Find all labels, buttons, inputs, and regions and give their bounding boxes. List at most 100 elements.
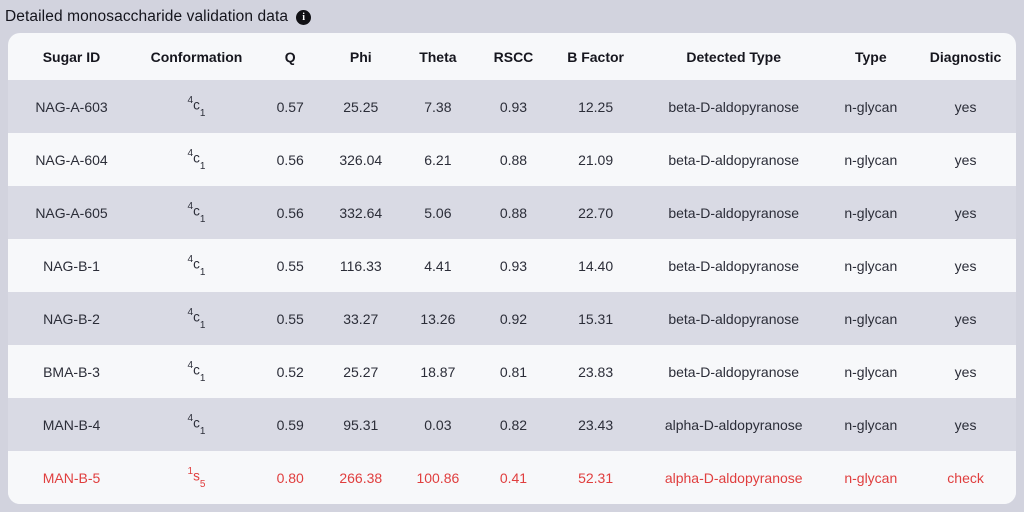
cell-theta: 6.21 [424,151,452,168]
cell-diagnostic: yes [954,363,977,380]
conformation-letter: s [193,468,200,484]
cell-conformation: 4c1 [135,80,258,133]
conformation-subscript: 5 [199,478,206,490]
cell-detected-type: beta-D-aldopyranose [668,363,800,380]
cell-q: 0.57 [276,98,304,115]
cell-diagnostic: check [947,469,984,486]
cell-phi: 116.33 [339,257,382,274]
cell-q: 0.55 [276,257,304,274]
cell-phi: 33.27 [343,310,379,327]
conformation-letter: c [193,362,200,378]
table-row: MAN-B-5 1s5 0.80 266.38 100.86 0.41 52.3… [8,451,1016,504]
table-row: NAG-A-604 4c1 0.56 326.04 6.21 0.88 21.0… [8,133,1016,186]
cell-theta: 4.41 [424,257,452,274]
col-header-detected-type: Detected Type [686,48,782,65]
conformation-letter: c [193,203,200,219]
cell-rscc: 0.41 [499,469,528,486]
col-header-conformation: Conformation [150,48,243,65]
table-row: NAG-B-1 4c1 0.55 116.33 4.41 0.93 14.40 … [8,239,1016,292]
cell-diagnostic: yes [954,416,977,433]
cell-rscc: 0.88 [499,204,528,221]
conformation-letter: c [193,97,200,113]
cell-conformation: 4c1 [135,292,258,345]
conformation-letter: c [193,256,200,272]
cell-b-factor: 15.31 [578,310,614,327]
cell-detected-type: beta-D-aldopyranose [668,257,800,274]
conformation-subscript: 1 [199,372,206,384]
cell-detected-type: beta-D-aldopyranose [668,98,800,115]
conformation-subscript: 1 [199,160,206,172]
conformation-superscript: 4 [187,95,194,107]
conformation-superscript: 4 [187,254,194,266]
col-header-theta: Theta [419,48,457,65]
cell-conformation: 4c1 [135,398,258,451]
page-header: Detailed monosaccharide validation data … [0,0,1024,33]
info-icon[interactable]: i [296,9,312,25]
cell-q: 0.56 [276,151,304,168]
cell-type: n-glycan [844,416,898,433]
conformation-superscript: 1 [187,466,194,478]
conformation-subscript: 1 [199,213,206,225]
cell-phi: 326.04 [339,151,383,168]
conformation-superscript: 4 [187,360,194,372]
cell-detected-type: alpha-D-aldopyranose [664,469,803,486]
col-header-phi: Phi [349,48,372,65]
conformation-superscript: 4 [187,307,194,319]
cell-rscc: 0.93 [499,98,528,115]
cell-detected-type: alpha-D-aldopyranose [664,416,803,433]
cell-conformation: 4c1 [135,345,258,398]
cell-q: 0.56 [276,204,304,221]
cell-diagnostic: yes [954,257,977,274]
cell-type: n-glycan [844,363,898,380]
cell-rscc: 0.82 [499,416,528,433]
cell-conformation: 1s5 [135,451,258,504]
cell-sugar-id: NAG-B-1 [43,257,100,274]
table-row: MAN-B-4 4c1 0.59 95.31 0.03 0.82 23.43 a… [8,398,1016,451]
cell-diagnostic: yes [954,310,977,327]
cell-type: n-glycan [844,310,898,327]
cell-b-factor: 23.43 [578,416,614,433]
cell-sugar-id: NAG-A-604 [35,151,108,168]
cell-sugar-id: NAG-A-605 [35,204,108,221]
cell-detected-type: beta-D-aldopyranose [668,310,800,327]
cell-q: 0.80 [276,469,304,486]
cell-rscc: 0.92 [499,310,528,327]
conformation-subscript: 1 [199,319,206,331]
col-header-q: Q [284,48,296,65]
monosaccharide-table: Sugar ID Conformation Q Phi Theta RSCC B… [8,33,1016,504]
cell-q: 0.52 [276,363,304,380]
conformation-subscript: 1 [199,107,206,119]
cell-sugar-id: MAN-B-4 [42,416,101,433]
cell-sugar-id: NAG-B-2 [43,310,100,327]
cell-phi: 25.27 [343,363,379,380]
conformation-subscript: 1 [199,425,206,437]
cell-b-factor: 23.83 [578,363,614,380]
cell-phi: 332.64 [339,204,383,221]
cell-type: n-glycan [844,204,898,221]
cell-sugar-id: MAN-B-5 [42,469,101,486]
cell-theta: 7.38 [424,98,452,115]
cell-type: n-glycan [844,257,898,274]
cell-diagnostic: yes [954,151,977,168]
cell-rscc: 0.81 [499,363,528,380]
cell-detected-type: beta-D-aldopyranose [668,204,800,221]
cell-b-factor: 21.09 [578,151,614,168]
cell-phi: 25.25 [343,98,379,115]
cell-sugar-id: BMA-B-3 [43,363,100,380]
col-header-sugar-id: Sugar ID [42,48,101,65]
cell-sugar-id: NAG-A-603 [35,98,108,115]
cell-type: n-glycan [844,151,898,168]
cell-q: 0.55 [276,310,304,327]
cell-conformation: 4c1 [135,133,258,186]
cell-detected-type: beta-D-aldopyranose [668,151,800,168]
conformation-superscript: 4 [187,413,194,425]
col-header-b-factor: B Factor [567,48,624,65]
page-title: Detailed monosaccharide validation data [5,8,289,25]
conformation-letter: c [193,150,200,166]
cell-b-factor: 52.31 [578,469,614,486]
cell-rscc: 0.88 [499,151,528,168]
table-header-row: Sugar ID Conformation Q Phi Theta RSCC B… [8,33,1016,80]
cell-rscc: 0.93 [499,257,528,274]
conformation-letter: c [193,415,200,431]
conformation-superscript: 4 [187,148,194,160]
